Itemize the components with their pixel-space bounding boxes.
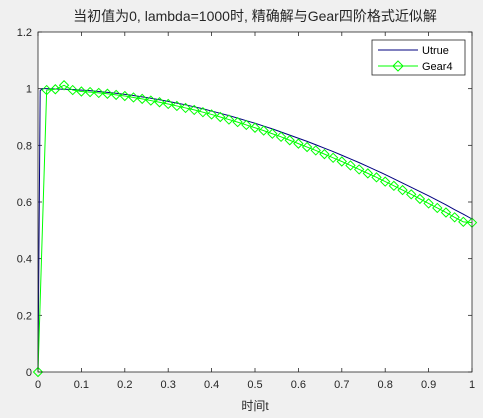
x-axis-label: 时间t <box>241 399 269 413</box>
x-tick-label: 0.9 <box>421 379 436 391</box>
x-tick-label: 0.6 <box>291 379 306 391</box>
legend-label-utrue: Utrue <box>422 45 449 57</box>
plot-area <box>38 32 472 372</box>
x-tick-label: 0.8 <box>378 379 393 391</box>
y-tick-label: 1 <box>26 84 32 96</box>
x-tick-label: 0.1 <box>74 379 89 391</box>
legend-label-gear4: Gear4 <box>422 61 453 73</box>
chart-title: 当初值为0, lambda=1000时, 精确解与Gear四阶格式近似解 <box>73 8 437 24</box>
x-tick-label: 0.3 <box>161 379 176 391</box>
y-tick-label: 1.2 <box>17 27 32 39</box>
x-tick-label: 0.5 <box>247 379 262 391</box>
y-tick-label: 0.2 <box>17 310 32 322</box>
x-tick-label: 1 <box>469 379 475 391</box>
y-tick-label: 0 <box>26 367 32 379</box>
legend: Utrue Gear4 <box>372 40 465 75</box>
x-tick-label: 0.4 <box>204 379 219 391</box>
x-tick-label: 0 <box>35 379 41 391</box>
y-tick-label: 0.6 <box>17 197 32 209</box>
y-tick-label: 0.4 <box>17 254 32 266</box>
x-tick-label: 0.7 <box>334 379 349 391</box>
x-tick-label: 0.2 <box>117 379 132 391</box>
y-tick-label: 0.8 <box>17 140 32 152</box>
